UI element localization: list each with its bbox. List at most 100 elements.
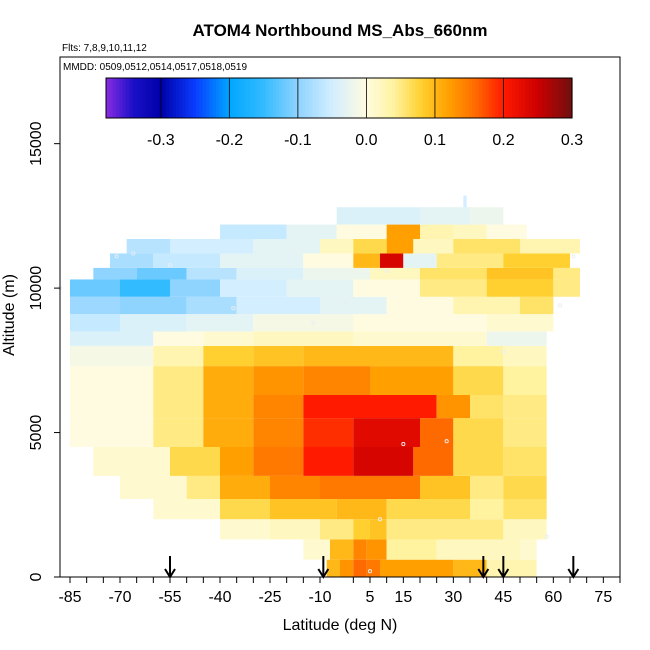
colorbar-segment xyxy=(119,78,124,118)
colorbar-segment xyxy=(305,78,310,118)
colorbar-segment xyxy=(405,78,410,118)
sample-point xyxy=(231,306,236,311)
colorbar-segment xyxy=(219,78,224,118)
heat-cell xyxy=(340,559,354,577)
heat-cell xyxy=(70,296,120,315)
heat-cell xyxy=(420,207,470,225)
heat-cell xyxy=(336,224,387,239)
colorbar-segment xyxy=(292,78,297,118)
heat-cell xyxy=(220,224,287,239)
x-tick-label: 45 xyxy=(494,589,512,606)
colorbar-segment xyxy=(242,78,247,118)
colorbar-segment xyxy=(252,78,257,118)
heat-cell xyxy=(120,475,187,499)
sample-point xyxy=(401,442,406,447)
heat-cell xyxy=(170,447,220,476)
colorbar-segment xyxy=(362,78,367,118)
colorbar-segment xyxy=(465,78,470,118)
heat-cell xyxy=(153,366,204,395)
colorbar-segment xyxy=(542,78,546,118)
heat-cell xyxy=(486,314,554,332)
heat-cell xyxy=(353,253,380,268)
heat-cell xyxy=(303,345,370,367)
heat-cell xyxy=(270,519,320,540)
y-tick-label: 0 xyxy=(28,572,45,581)
colorbar-segment xyxy=(435,78,440,118)
colorbar-segment xyxy=(245,78,250,118)
sample-point xyxy=(344,300,349,305)
heat-cell xyxy=(366,539,387,560)
heat-cell xyxy=(353,539,367,560)
colorbar-segment xyxy=(422,78,427,118)
colorbar-segment xyxy=(239,78,244,118)
heat-cell xyxy=(353,314,487,332)
colorbar-segment xyxy=(199,78,204,118)
colorbar-segment xyxy=(322,78,327,118)
heat-cell xyxy=(220,499,270,520)
colorbar-segment xyxy=(192,78,197,118)
heat-cell xyxy=(503,366,547,395)
sample-points xyxy=(57,251,576,574)
colorbar-segment xyxy=(209,78,214,118)
heat-cell xyxy=(203,418,254,447)
heat-cell xyxy=(520,296,554,315)
heat-cell xyxy=(70,418,154,447)
heat-cell xyxy=(253,395,304,419)
colorbar-segment xyxy=(512,78,517,118)
heat-cell xyxy=(370,519,387,540)
heat-cell xyxy=(353,519,370,540)
colorbar-segment xyxy=(515,78,520,118)
colorbar-segment xyxy=(262,78,267,118)
colorbar-segment xyxy=(472,78,477,118)
heat-cell xyxy=(413,447,454,476)
heat-cell xyxy=(326,559,340,577)
colorbar-segment xyxy=(442,78,447,118)
heat-cell xyxy=(353,559,367,577)
colorbar-segment xyxy=(302,78,307,118)
colorbar-segment xyxy=(289,78,293,118)
colorbar-segment xyxy=(375,78,380,118)
heat-cell xyxy=(436,539,520,560)
colorbar-segment xyxy=(232,78,237,118)
sample-point xyxy=(501,349,506,354)
y-axis: 0 5000 10000 15000 xyxy=(28,121,60,581)
heat-cell xyxy=(203,331,254,346)
colorbar-segment xyxy=(285,78,290,118)
colorbar-segment xyxy=(428,78,433,118)
colorbar-segment xyxy=(468,78,473,118)
heat-cell xyxy=(270,499,337,520)
heat-cell xyxy=(503,447,547,476)
heat-cell xyxy=(170,239,254,254)
colorbar-segment xyxy=(408,78,413,118)
heat-cell xyxy=(303,366,370,395)
heat-cell xyxy=(353,239,387,254)
colorbar-segment xyxy=(279,78,284,118)
heat-cell xyxy=(470,475,504,499)
heat-cell xyxy=(70,345,154,367)
heat-cell xyxy=(413,239,454,254)
colorbar-tick-label: 0.3 xyxy=(561,132,583,149)
heat-cell xyxy=(503,499,547,520)
colorbar-tick-label: 0.2 xyxy=(492,132,514,149)
colorbar-segment xyxy=(498,78,503,118)
heat-cell xyxy=(486,267,554,280)
colorbar-segment xyxy=(106,78,110,118)
heat-cell xyxy=(236,267,304,280)
heat-cell xyxy=(366,559,380,577)
heat-cell xyxy=(253,447,304,476)
heat-cell xyxy=(486,224,527,239)
heat-cell xyxy=(520,239,580,254)
colorbar-segment xyxy=(299,78,303,118)
colorbar-segment xyxy=(275,78,280,118)
heat-cell xyxy=(386,224,420,239)
colorbar-segment xyxy=(545,78,550,118)
colorbar-segment xyxy=(162,78,167,118)
heat-cell xyxy=(436,253,504,268)
x-axis: -85 -70 -55 -40 -25 -10 5 15 30 45 60 75 xyxy=(58,577,621,606)
colorbar-segment xyxy=(152,78,157,118)
heat-cell xyxy=(503,345,547,367)
heat-cell xyxy=(403,253,437,268)
heat-cell xyxy=(370,366,454,395)
heat-cell xyxy=(503,395,547,419)
colorbar-segment xyxy=(132,78,137,118)
